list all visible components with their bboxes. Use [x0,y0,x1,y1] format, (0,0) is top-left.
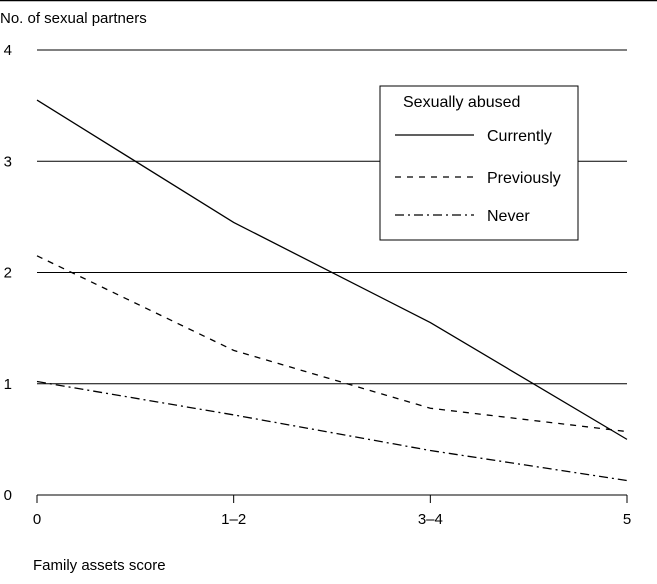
y-tick-labels: 0 1 2 3 4 [4,42,12,504]
x-axis: 0 1–2 3–4 5 [33,494,631,528]
y-tick-label: 0 [4,487,12,504]
y-tick-label: 4 [4,42,12,59]
x-tick-label: 1–2 [221,511,246,528]
y-axis-title: No. of sexual partners [0,10,147,27]
series-line-never [36,380,628,482]
legend-box [379,85,579,241]
y-tick-label: 1 [4,376,12,393]
y-tick-label: 3 [4,153,12,170]
x-tick-label: 0 [33,511,41,528]
series-line-currently [36,99,628,440]
series-line-previously [36,255,628,433]
x-tick-label: 5 [623,511,631,528]
legend-title: Sexually abused [403,94,520,111]
x-axis-title: Family assets score [33,557,166,574]
legend: Sexually abused Currently Previously Nev… [379,85,579,241]
series-lines [36,99,628,482]
x-tick-label: 3–4 [418,511,443,528]
y-tick-label: 2 [4,265,12,282]
legend-label-currently: Currently [487,128,552,145]
legend-label-never: Never [487,208,530,225]
legend-label-previously: Previously [487,170,561,187]
